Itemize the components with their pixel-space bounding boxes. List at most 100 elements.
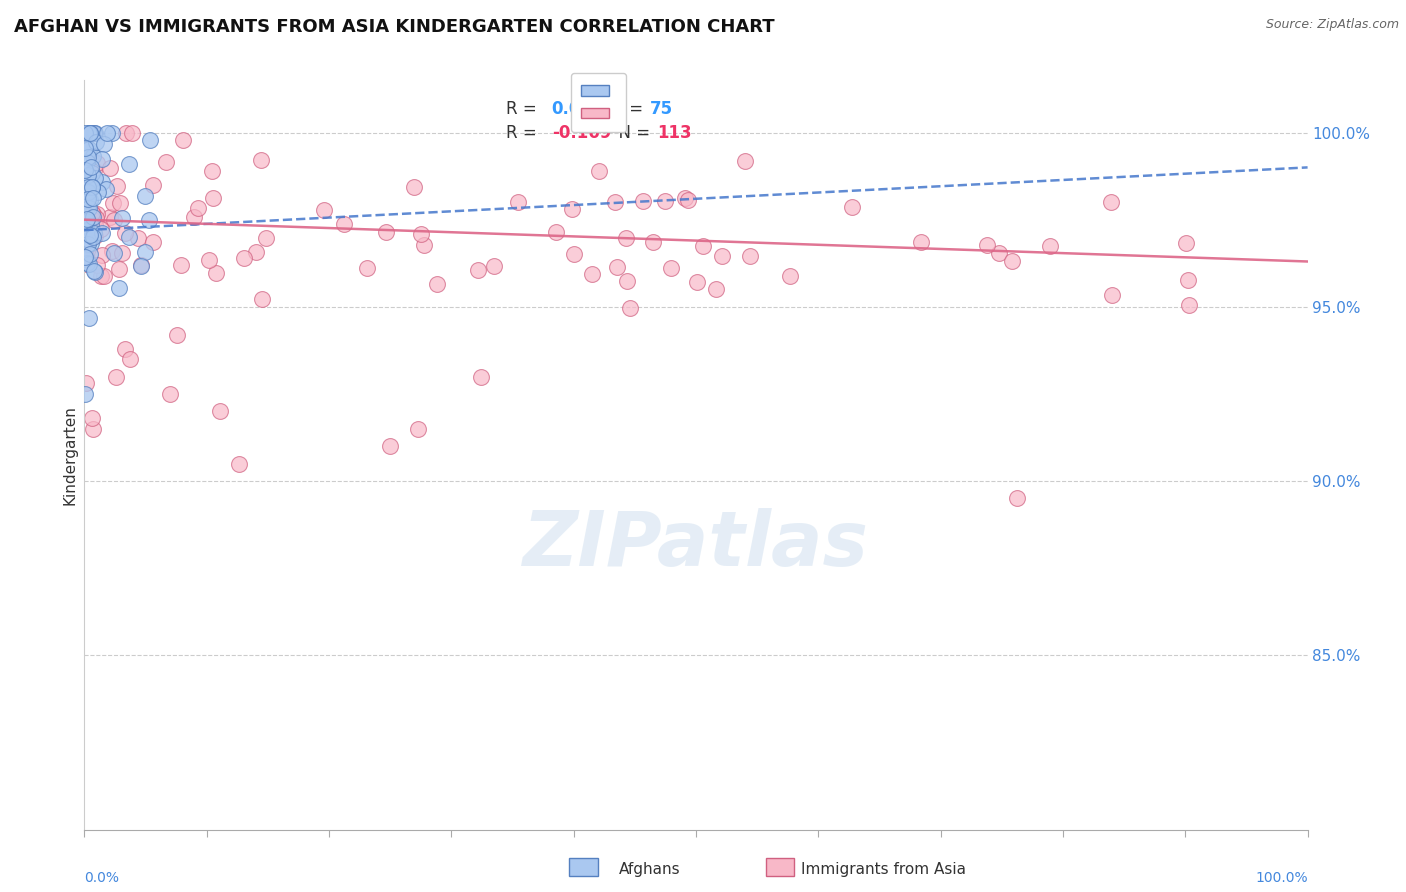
Point: [603, 195, 626, 210]
Point: [134, 244, 156, 259]
Point: [107, 261, 129, 276]
Text: 0.0%: 0.0%: [84, 871, 120, 886]
Point: [245, 244, 267, 259]
Point: [356, 260, 378, 275]
Point: [76, 155, 98, 169]
Point: [588, 164, 610, 178]
Point: [75, 195, 97, 210]
Point: [77, 168, 100, 182]
Point: [93, 137, 115, 152]
Point: [183, 210, 205, 224]
Point: [82, 411, 104, 425]
Point: [77, 174, 100, 188]
Point: [1177, 273, 1199, 287]
Point: [91, 152, 114, 166]
Point: [83, 264, 105, 278]
Point: [83, 162, 105, 177]
Point: [159, 387, 181, 401]
Point: [77, 180, 100, 194]
Point: [470, 369, 492, 384]
Point: [170, 258, 193, 272]
Point: [98, 210, 121, 224]
Point: [75, 163, 97, 178]
Point: [91, 248, 114, 262]
Point: [80, 126, 103, 140]
Point: [86, 185, 108, 199]
Point: [201, 164, 224, 178]
Point: [734, 154, 756, 169]
Y-axis label: Kindergarten: Kindergarten: [62, 405, 77, 505]
Point: [312, 203, 335, 218]
Point: [96, 126, 118, 140]
Point: [114, 342, 136, 356]
Point: [80, 235, 103, 250]
Point: [93, 269, 115, 284]
Point: [104, 369, 127, 384]
Point: [84, 228, 107, 243]
Point: [333, 217, 356, 231]
Point: [76, 199, 98, 213]
Point: [686, 275, 709, 289]
Point: [402, 179, 425, 194]
Point: [79, 218, 101, 232]
Point: [77, 177, 100, 191]
Legend: , : ,: [571, 73, 626, 132]
Point: [406, 422, 429, 436]
Point: [82, 191, 104, 205]
Point: [606, 260, 628, 274]
Point: [988, 245, 1011, 260]
Point: [79, 310, 101, 325]
Point: [83, 126, 105, 140]
Point: [77, 192, 100, 206]
Point: [79, 193, 101, 207]
Point: [75, 214, 97, 228]
Point: [1099, 194, 1122, 209]
Point: [77, 201, 100, 215]
Text: -0.169: -0.169: [551, 124, 612, 142]
Point: [142, 178, 165, 192]
Point: [82, 166, 104, 180]
Point: [101, 126, 124, 140]
Point: [82, 212, 104, 227]
Text: Afghans: Afghans: [619, 863, 681, 877]
Point: [98, 161, 121, 176]
Point: [80, 205, 103, 219]
Point: [73, 191, 96, 205]
Point: [82, 149, 104, 163]
Point: [79, 246, 101, 260]
Point: [76, 255, 98, 269]
Point: [506, 195, 529, 210]
Point: [84, 211, 107, 225]
Point: [426, 277, 449, 292]
Point: [86, 156, 108, 170]
Point: [411, 227, 433, 242]
Point: [103, 245, 125, 260]
Point: [205, 266, 228, 280]
Point: [114, 126, 136, 140]
Point: [118, 157, 141, 171]
Point: [76, 238, 98, 252]
Point: [139, 133, 162, 147]
Point: [120, 352, 142, 367]
Point: [114, 227, 136, 241]
Point: [79, 227, 101, 242]
Point: [90, 227, 112, 241]
Point: [208, 404, 231, 418]
Point: [138, 212, 160, 227]
Point: [155, 154, 177, 169]
Text: 0.084: 0.084: [551, 100, 605, 118]
Point: [378, 439, 401, 453]
Point: [1178, 298, 1201, 312]
Point: [631, 194, 654, 208]
Point: [77, 257, 100, 271]
Point: [90, 222, 112, 236]
Point: [73, 126, 96, 140]
Point: [740, 249, 762, 263]
Point: [1101, 288, 1123, 302]
Point: [76, 142, 98, 156]
Text: ZIPatlas: ZIPatlas: [523, 508, 869, 582]
Point: [105, 179, 128, 194]
Point: [131, 258, 153, 272]
Bar: [766, 858, 794, 876]
Point: [659, 261, 682, 276]
